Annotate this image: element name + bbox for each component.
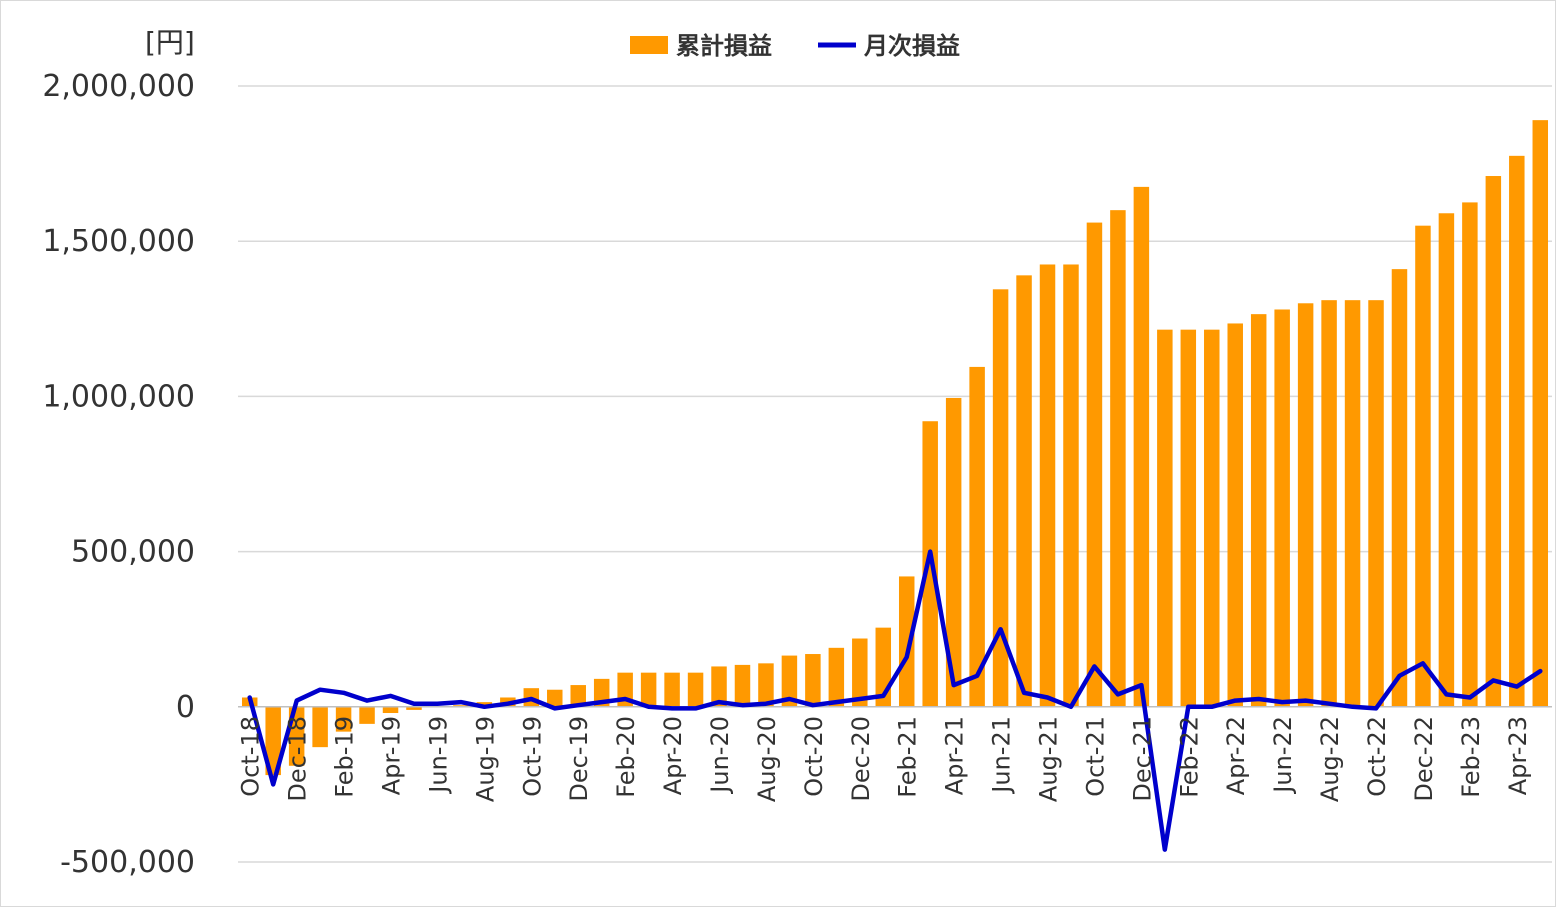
bar bbox=[711, 666, 727, 707]
bar bbox=[382, 706, 399, 714]
bar bbox=[1063, 264, 1079, 707]
y-tick-label: 1,000,000 bbox=[42, 379, 195, 414]
x-tick-label: Jun-22 bbox=[1269, 716, 1297, 795]
y-tick-label: 0 bbox=[176, 690, 195, 725]
y-tick-label: 1,500,000 bbox=[42, 224, 195, 259]
legend-label-cumulative: 累計損益 bbox=[676, 32, 772, 60]
bar bbox=[312, 706, 328, 748]
x-tick-label: Dec-18 bbox=[284, 716, 312, 802]
x-tick-label: Aug-21 bbox=[1035, 716, 1063, 802]
bar bbox=[1462, 202, 1478, 707]
x-tick-label: Dec-20 bbox=[847, 716, 875, 802]
bar bbox=[1227, 323, 1243, 707]
x-tick-label: Aug-19 bbox=[471, 716, 499, 802]
x-tick-label: Apr-20 bbox=[659, 716, 687, 795]
bar bbox=[1250, 314, 1267, 707]
x-tick-label: Oct-19 bbox=[518, 716, 546, 797]
bar bbox=[758, 663, 774, 707]
x-tick-label: Apr-23 bbox=[1504, 716, 1532, 795]
bar bbox=[805, 654, 821, 707]
bar-series bbox=[241, 120, 1549, 776]
bar bbox=[1485, 176, 1502, 707]
y-tick-label: -500,000 bbox=[60, 845, 195, 880]
bar bbox=[1274, 309, 1290, 707]
bar bbox=[1344, 300, 1361, 707]
y-tick-label: 500,000 bbox=[71, 535, 195, 570]
legend: 累計損益 月次損益 bbox=[630, 32, 960, 60]
bar bbox=[1391, 269, 1408, 707]
bar bbox=[1368, 300, 1384, 707]
bar bbox=[570, 685, 586, 707]
bar bbox=[969, 366, 985, 707]
x-tick-label: Aug-22 bbox=[1316, 716, 1344, 802]
bar bbox=[781, 655, 798, 707]
x-tick-label: Dec-19 bbox=[565, 716, 593, 802]
bar bbox=[1204, 329, 1220, 707]
x-tick-label: Feb-22 bbox=[1175, 716, 1203, 798]
bar bbox=[335, 706, 352, 732]
bar bbox=[945, 397, 962, 707]
x-tick-label: Feb-19 bbox=[331, 716, 359, 798]
bar bbox=[1415, 225, 1431, 707]
bar bbox=[1438, 213, 1455, 707]
x-tick-label: Feb-23 bbox=[1457, 716, 1485, 798]
x-tick-label: Oct-18 bbox=[237, 716, 265, 797]
bar bbox=[1180, 329, 1197, 707]
bar bbox=[852, 638, 868, 707]
x-tick-label: Oct-22 bbox=[1363, 716, 1391, 797]
y-unit-label: [円] bbox=[145, 26, 195, 59]
bar bbox=[1297, 303, 1314, 707]
bar bbox=[1016, 275, 1032, 707]
bar bbox=[265, 706, 281, 776]
bar bbox=[664, 672, 680, 707]
bar bbox=[1039, 264, 1056, 707]
monthly-line bbox=[247, 549, 1543, 852]
x-tick-label: Dec-22 bbox=[1410, 716, 1438, 802]
x-tick-label: Apr-21 bbox=[941, 716, 969, 795]
bar bbox=[1157, 329, 1173, 707]
y-axis-ticks: -500,000 0 500,000 1,000,000 1,500,000 2,000,… bbox=[42, 69, 195, 880]
bar bbox=[1509, 155, 1525, 707]
bar bbox=[1110, 210, 1126, 707]
bar bbox=[406, 706, 422, 710]
x-tick-label: Jun-20 bbox=[706, 716, 734, 795]
x-tick-label: Oct-20 bbox=[800, 716, 828, 797]
bar bbox=[828, 647, 845, 707]
x-tick-label: Oct-21 bbox=[1081, 716, 1109, 797]
bar bbox=[640, 672, 657, 707]
bar bbox=[734, 664, 751, 707]
line-series bbox=[247, 549, 1543, 852]
bar bbox=[687, 672, 704, 707]
bar bbox=[898, 576, 915, 707]
bar bbox=[992, 289, 1009, 707]
x-tick-label: Feb-21 bbox=[894, 716, 922, 798]
x-tick-label: Feb-20 bbox=[612, 716, 640, 798]
x-tick-label: Jun-19 bbox=[424, 716, 452, 795]
x-tick-label: Apr-22 bbox=[1222, 716, 1250, 795]
x-axis-ticks: Oct-18 Dec-18 Feb-19 Apr-19 Jun-19 Aug-19 Oct-… bbox=[237, 716, 1532, 802]
x-tick-label: Dec-21 bbox=[1128, 716, 1156, 802]
bar bbox=[476, 702, 493, 707]
bar bbox=[547, 689, 563, 707]
x-tick-label: Apr-19 bbox=[378, 716, 406, 795]
x-tick-label: Jun-21 bbox=[988, 716, 1016, 795]
y-tick-label: 2,000,000 bbox=[42, 69, 195, 104]
bar bbox=[359, 706, 375, 724]
legend-label-monthly: 月次損益 bbox=[863, 32, 960, 60]
bar bbox=[1086, 222, 1103, 707]
legend-swatch-cumulative bbox=[630, 36, 668, 54]
bar bbox=[1532, 120, 1549, 707]
bar bbox=[1133, 186, 1150, 707]
bar bbox=[1321, 300, 1337, 707]
x-tick-label: Aug-20 bbox=[753, 716, 781, 802]
bar bbox=[453, 705, 469, 707]
